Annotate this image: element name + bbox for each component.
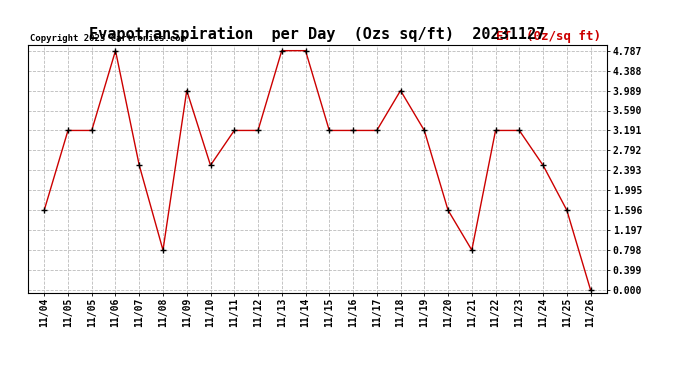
Title: Evapotranspiration  per Day  (Ozs sq/ft)  20231127: Evapotranspiration per Day (Ozs sq/ft) 2… [89, 27, 546, 42]
Text: Copyright 2023 Cartronics.com: Copyright 2023 Cartronics.com [30, 33, 186, 42]
Text: ET  (0z/sq ft): ET (0z/sq ft) [496, 30, 602, 42]
